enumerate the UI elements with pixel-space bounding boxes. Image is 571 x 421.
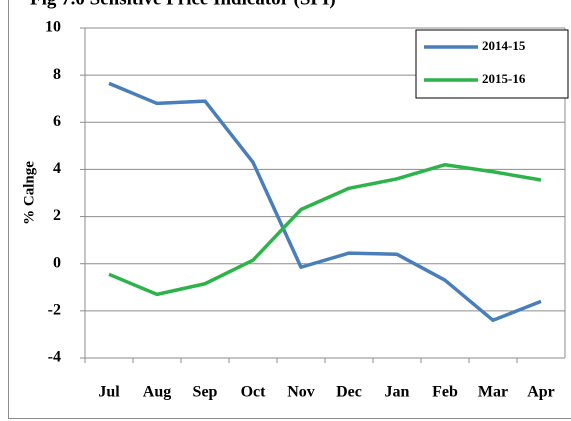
x-tick-label: Oct bbox=[241, 384, 267, 401]
x-tick-label: Nov bbox=[287, 384, 315, 401]
x-tick-label: Sep bbox=[193, 384, 218, 401]
x-tick-label: Jul bbox=[98, 384, 120, 401]
legend-box bbox=[415, 29, 569, 99]
chart-title: Fig 7.0 Sensitive Price Indicator (SPI) bbox=[30, 0, 336, 9]
x-tick-label: Dec bbox=[336, 384, 362, 401]
y-tick-label: 6 bbox=[53, 113, 61, 130]
x-tick-label: Aug bbox=[143, 384, 171, 401]
x-tick-label: Apr bbox=[527, 384, 555, 401]
y-axis-label: % Calnge bbox=[21, 161, 37, 225]
y-tick-label: 8 bbox=[53, 66, 61, 83]
y-tick-label: -4 bbox=[48, 349, 61, 366]
legend-label: 2014-15 bbox=[482, 38, 526, 53]
y-tick-label: 10 bbox=[45, 19, 61, 36]
legend-label: 2015-16 bbox=[482, 71, 526, 86]
x-tick-label: Feb bbox=[432, 384, 458, 401]
y-tick-label: 4 bbox=[53, 160, 61, 177]
series-line bbox=[108, 162, 542, 297]
y-tick-label: 0 bbox=[53, 254, 61, 271]
x-tick-label: Jan bbox=[385, 384, 410, 401]
y-tick-label: 2 bbox=[53, 207, 61, 224]
x-tick-label: Mar bbox=[478, 384, 508, 401]
y-tick-label: -2 bbox=[48, 302, 61, 319]
series-line bbox=[108, 81, 542, 323]
